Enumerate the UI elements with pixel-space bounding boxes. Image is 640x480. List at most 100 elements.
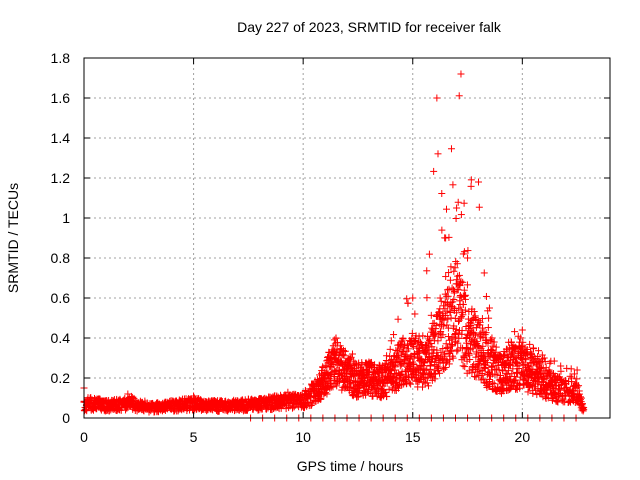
data-point (524, 388, 532, 396)
data-point (536, 359, 544, 367)
data-point (425, 346, 433, 354)
data-point (409, 294, 417, 302)
data-point (543, 390, 551, 398)
data-point (443, 205, 451, 213)
data-point (546, 370, 554, 378)
data-point (526, 359, 534, 367)
data-point (173, 400, 181, 408)
data-point (354, 378, 362, 386)
data-point (475, 178, 482, 186)
data-point (482, 329, 490, 337)
data-point (487, 336, 495, 344)
data-point (184, 398, 192, 406)
data-point (580, 406, 588, 414)
data-point (463, 281, 471, 289)
plot-frame (83, 57, 611, 419)
y-tick-label: 1 (62, 210, 70, 226)
data-point (404, 341, 412, 349)
data-point (157, 406, 165, 414)
data-point (129, 400, 137, 408)
data-point (573, 375, 581, 383)
data-point (449, 303, 457, 311)
data-point (527, 354, 535, 362)
data-point (438, 189, 446, 197)
data-point (530, 383, 538, 391)
y-tick-label: 0.8 (51, 250, 71, 266)
data-point (135, 402, 143, 410)
data-point (480, 269, 488, 277)
data-point (460, 248, 468, 256)
data-point (455, 92, 463, 100)
data-point (370, 382, 378, 390)
data-point (573, 366, 581, 374)
data-point (423, 379, 431, 387)
data-point (540, 354, 548, 362)
data-point (392, 346, 400, 354)
data-point (398, 348, 406, 356)
data-point (513, 358, 521, 366)
data-point (459, 301, 467, 309)
data-point (118, 400, 126, 408)
data-point (338, 358, 346, 366)
data-point (316, 388, 324, 396)
data-point (359, 366, 367, 374)
data-point (522, 356, 530, 364)
data-point (484, 324, 492, 332)
data-point (519, 359, 527, 367)
data-point (453, 347, 461, 355)
data-point (347, 353, 355, 361)
data-point (437, 297, 445, 305)
data-point (457, 277, 465, 285)
data-point (454, 272, 462, 280)
data-point (516, 380, 524, 388)
data-point (427, 361, 435, 369)
data-point (331, 367, 339, 375)
data-point (460, 354, 468, 362)
data-point (453, 309, 461, 317)
data-point (206, 404, 214, 412)
data-point (451, 264, 459, 272)
data-point (526, 340, 534, 348)
data-point (381, 374, 389, 382)
data-point (382, 389, 390, 397)
data-point (457, 211, 465, 219)
data-point (410, 360, 418, 368)
data-point (365, 370, 373, 378)
data-point (403, 295, 411, 303)
data-point (244, 404, 252, 412)
data-point (459, 362, 467, 370)
data-point (272, 398, 280, 406)
data-point (179, 402, 187, 410)
data-point (479, 342, 487, 350)
data-point (356, 384, 364, 392)
data-point (467, 176, 475, 184)
data-point (529, 344, 537, 352)
data-point (305, 390, 313, 398)
data-point (394, 315, 402, 323)
data-point (404, 371, 412, 379)
data-point (513, 369, 521, 377)
data-point (423, 267, 431, 275)
data-point (421, 359, 429, 367)
chart-title: Day 227 of 2023, SRMTID for receiver fal… (237, 19, 502, 35)
axis-ticks: 0 5 10 15 20 0 0.2 0.4 0.6 0.8 1 1.2 1.4 1.6 1.8 (51, 50, 610, 445)
data-point (424, 382, 432, 390)
data-point (283, 400, 291, 408)
data-point (266, 396, 274, 404)
data-point (507, 375, 515, 383)
data-point (442, 358, 450, 366)
data-point (440, 365, 448, 373)
data-point (423, 294, 431, 302)
data-point (400, 343, 408, 351)
data-point (481, 355, 489, 363)
data-point (562, 386, 570, 394)
data-point (459, 278, 467, 286)
data-point (91, 398, 99, 406)
y-tick-label: 0.2 (51, 370, 71, 386)
data-point (310, 386, 318, 394)
data-point (453, 260, 461, 268)
data-point (327, 354, 335, 362)
y-tick-label: 0.4 (51, 330, 71, 346)
data-point (461, 306, 469, 314)
